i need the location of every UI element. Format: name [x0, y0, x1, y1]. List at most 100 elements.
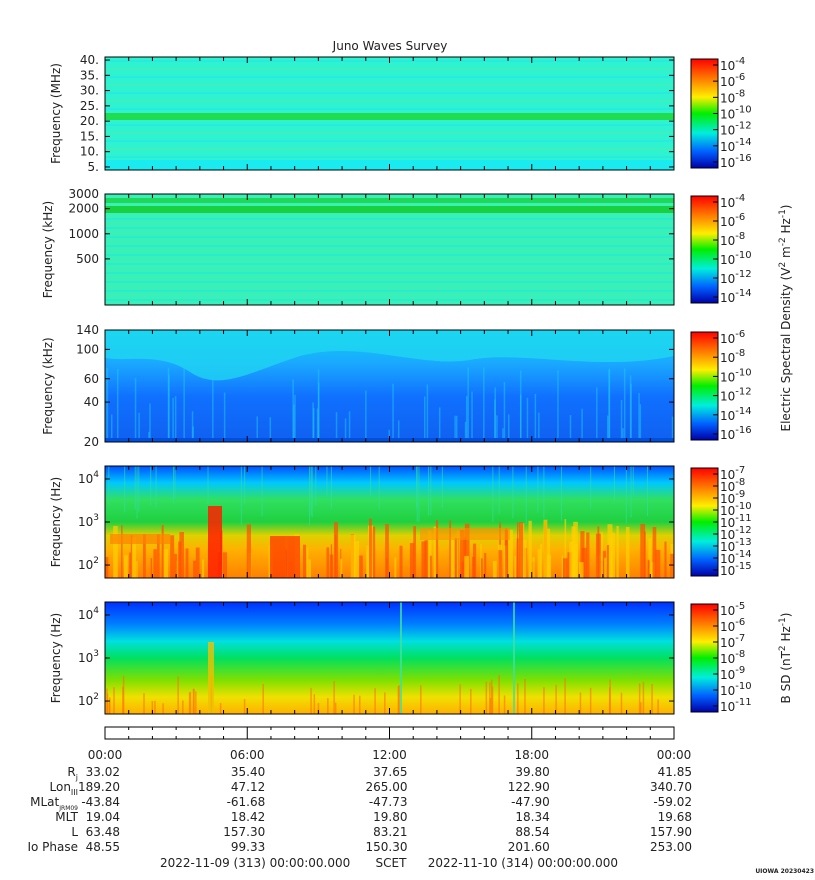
panel-1: 5.10. 15.20.25.30. 35.40. Frequency (MHz) 10… — [49, 53, 752, 174]
y-tick-label: 20. — [80, 114, 99, 128]
colorbar-tick-label: 10-11 — [720, 513, 752, 530]
ephemeris-label: MLatJRM09 — [30, 795, 78, 812]
panel-5-image — [105, 602, 674, 714]
colorbar-tick-label: 10-16 — [720, 425, 752, 442]
y-tick-label: 140 — [76, 323, 99, 337]
colorbar-tick-label: 10-10 — [720, 367, 752, 384]
ephemeris-value: 83.21 — [373, 825, 407, 839]
y-tick-label: 1000 — [68, 227, 99, 241]
footer-end-time: 2022-11-10 (314) 00:00:00.000 — [428, 856, 618, 870]
ephemeris-value: 150.30 — [366, 840, 408, 854]
y-tick-label: 2000 — [68, 202, 99, 216]
y-axis-label: Frequency (kHz) — [41, 201, 55, 298]
y-tick-label: 103 — [78, 649, 99, 665]
y-axis-label: Frequency (kHz) — [41, 337, 55, 434]
colorbar-tick-label: 10-12 — [720, 387, 752, 404]
ephemeris-value: 201.60 — [508, 840, 550, 854]
y-tick-label: 35. — [80, 68, 99, 82]
ephemeris-value: 47.12 — [231, 780, 265, 794]
colorbar-tick-label: 10-12 — [720, 121, 752, 138]
y-tick-label: 20 — [84, 435, 99, 449]
ephemeris-value: 340.70 — [650, 780, 692, 794]
footer-scet: SCET — [376, 856, 408, 870]
y-tick-label: 40 — [84, 395, 99, 409]
colorbar-tick-label: 10-9 — [720, 665, 745, 682]
y-tick-label: 30. — [80, 84, 99, 98]
y-tick-label: 3000 — [68, 187, 99, 201]
colorbar-tick-label: 10-8 — [720, 477, 745, 494]
ephemeris-value: 19.80 — [373, 810, 407, 824]
ephemeris-label: Rj — [67, 765, 78, 782]
colorbar-tick-label: 10-10 — [720, 681, 752, 698]
y-axis-label: Frequency (Hz) — [49, 613, 63, 704]
y-tick-label: 103 — [78, 513, 99, 529]
y-tick-label: 10. — [80, 145, 99, 159]
ephemeris-value: 99.33 — [231, 840, 265, 854]
time-tick-label: 12:00 — [372, 748, 407, 762]
ephemeris-value: 18.42 — [231, 810, 265, 824]
time-tick-label: 00:00 — [88, 748, 123, 762]
y-tick-label: 40. — [80, 53, 99, 67]
colorbar-tick-label: 10-14 — [720, 137, 752, 154]
colorbar-tick-label: 10-14 — [720, 406, 752, 423]
ephemeris-value: 88.54 — [515, 825, 549, 839]
ephemeris-value: 157.90 — [650, 825, 692, 839]
colorbar-frame — [690, 195, 719, 304]
colorbar-tick-label: 10-8 — [720, 348, 745, 365]
panel-4-image — [105, 466, 674, 578]
ephemeris-label: Io Phase — [27, 840, 78, 854]
y-tick-label: 500 — [76, 252, 99, 266]
ephemeris-value: 189.20 — [78, 780, 120, 794]
colorbar-tick-label: 10-9 — [720, 489, 745, 506]
colorbar-tick-label: 10-4 — [720, 56, 745, 73]
ephemeris-value: 37.65 — [373, 765, 407, 779]
y-tick-label: 5. — [88, 160, 99, 174]
panel-3: 140 100 60 40 20 Frequency (kHz) 10-6 10-8 10-10… — [41, 323, 752, 449]
colorbar-tick-label: 10-13 — [720, 537, 752, 554]
ephemeris-value: -61.68 — [227, 795, 266, 809]
colorbar-tick-label: 10-8 — [720, 649, 745, 666]
ephemeris-value: 19.04 — [86, 810, 120, 824]
colorbar-tick-label: 10-14 — [720, 288, 752, 305]
figure-title: Juno Waves Survey — [332, 39, 448, 53]
colorbar-tick-label: 10-15 — [720, 561, 752, 578]
ephemeris-value: 48.55 — [86, 840, 120, 854]
ephemeris-value: 18.34 — [515, 810, 549, 824]
y-tick-label: 15. — [80, 129, 99, 143]
time-tick-label: 06:00 — [230, 748, 265, 762]
panel-2-image — [105, 194, 674, 305]
panel-4: 104 103 102 Frequency (Hz) 10-710-810-910-10… — [49, 465, 752, 579]
ephemeris-value: 265.00 — [366, 780, 408, 794]
ephemeris-value: -47.73 — [369, 795, 408, 809]
y-tick-label: 104 — [78, 606, 99, 622]
ephemeris-value: 63.48 — [86, 825, 120, 839]
colorbar-tick-label: 10-12 — [720, 269, 752, 286]
colorbar — [691, 196, 718, 303]
colorbar-tick-label: 10-6 — [720, 329, 745, 346]
y-axis-label: Frequency (MHz) — [49, 63, 63, 164]
footer-start-time: 2022-11-09 (313) 00:00:00.000 — [160, 856, 350, 870]
time-tick-label: 18:00 — [514, 748, 549, 762]
ephemeris-label: LonIII — [50, 780, 79, 797]
colorbar-tick-label: 10-4 — [720, 193, 745, 210]
ephemeris-value: -59.02 — [653, 795, 692, 809]
colorbar-tick-label: 10-16 — [720, 153, 752, 170]
ephemeris-value: 122.90 — [508, 780, 550, 794]
colorbar-tick-label: 10-10 — [720, 105, 752, 122]
panel-1-image — [105, 57, 674, 170]
panel-3-image — [105, 330, 674, 442]
ephemeris-value: -43.84 — [81, 795, 120, 809]
ephemeris-value: 35.40 — [231, 765, 265, 779]
y-axis-label: Frequency (Hz) — [49, 477, 63, 568]
colorbar-tick-label: 10-7 — [720, 465, 745, 482]
colorbar-label-electric: Electric Spectral Density (V2 m-2 Hz-1) — [778, 204, 793, 431]
colorbar-tick-label: 10-5 — [720, 601, 745, 618]
y-tick-label: 102 — [78, 692, 99, 708]
y-tick-label: 100 — [76, 342, 99, 356]
colorbar — [691, 332, 718, 440]
time-tick-label: 00:00 — [657, 748, 692, 762]
y-tick-label: 60 — [84, 372, 99, 386]
